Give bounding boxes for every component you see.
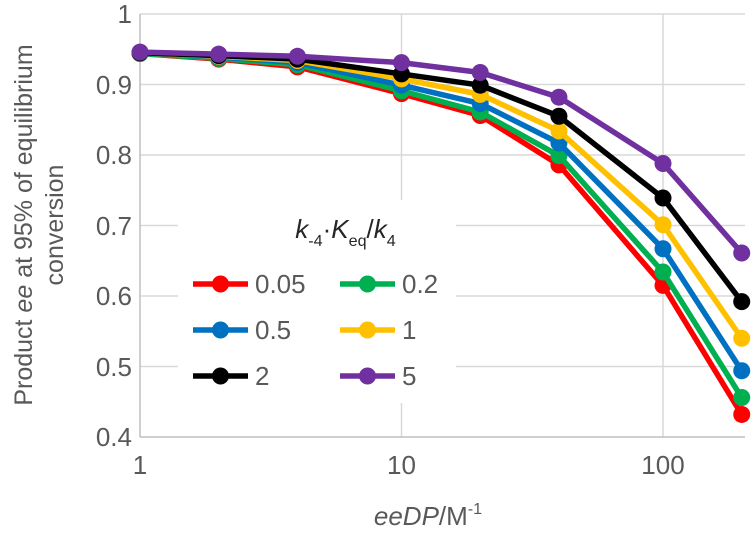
legend-title-part: K <box>331 214 349 244</box>
x-tick-label-10: 10 <box>387 450 416 480</box>
series-marker-1 <box>733 329 751 347</box>
series-marker-5 <box>131 43 149 61</box>
series-marker-2 <box>471 76 489 94</box>
y-tick-label-0.5: 0.5 <box>95 351 132 382</box>
legend: k-4·Keq/k4 0.05 0.2 0.5 1 2 5 <box>178 200 456 404</box>
legend-title-part: / <box>366 214 374 244</box>
legend-label: 1 <box>402 315 417 346</box>
legend-item-0.2: 0.2 <box>340 261 456 307</box>
series-marker-0.5 <box>654 240 672 258</box>
series-marker-0.2 <box>550 147 568 165</box>
legend-marker-icon <box>193 367 248 385</box>
legend-title-part: k <box>295 214 309 244</box>
y-tick-label-1: 1 <box>117 0 132 29</box>
series-marker-2 <box>733 293 751 311</box>
series-marker-2 <box>654 189 672 207</box>
legend-title-part: eq <box>348 232 367 251</box>
y-axis-title: Product ee at 95% of equilibrium conversi… <box>9 10 71 440</box>
series-marker-1 <box>550 122 568 140</box>
legend-item-0.05: 0.05 <box>193 261 340 307</box>
legend-item-1: 1 <box>340 307 456 353</box>
series-line-5 <box>137 49 745 256</box>
legend-label: 5 <box>402 361 417 392</box>
legend-label: 2 <box>255 361 270 392</box>
legend-item-5: 5 <box>340 353 456 399</box>
legend-title: k-4·Keq/k4 <box>193 214 456 251</box>
legend-item-0.5: 0.5 <box>193 307 340 353</box>
series-marker-0.2 <box>733 389 751 407</box>
series-marker-0.05 <box>733 405 751 423</box>
series-marker-1 <box>654 216 672 234</box>
series-marker-5 <box>733 244 751 262</box>
legend-marker-icon <box>193 321 248 339</box>
legend-marker-icon <box>340 321 395 339</box>
series-marker-5 <box>393 54 410 72</box>
x-axis-title: eeDP/M-1 <box>373 500 483 531</box>
series-marker-5 <box>654 154 672 172</box>
x-tick-label-100: 100 <box>641 450 685 480</box>
legend-label: 0.05 <box>255 269 306 300</box>
legend-title-part: · <box>322 214 332 244</box>
legend-label: 0.5 <box>255 315 292 346</box>
series-marker-5 <box>210 45 228 63</box>
y-tick-label-0.4: 0.4 <box>95 422 132 452</box>
legend-title-part: k <box>373 214 387 244</box>
x-tick-label-1: 1 <box>132 450 148 480</box>
series-marker-0.5 <box>550 134 568 152</box>
legend-item-2: 2 <box>193 353 340 399</box>
y-axis-title-line1: Product ee at 95% of equilibrium <box>10 44 38 406</box>
legend-marker-icon <box>340 367 395 385</box>
series-marker-5 <box>288 47 306 65</box>
legend-marker-icon <box>340 275 395 293</box>
y-tick-label-0.6: 0.6 <box>95 281 132 311</box>
legend-marker-icon <box>193 275 248 293</box>
legend-items: 0.05 0.2 0.5 1 2 5 <box>193 261 456 399</box>
y-tick-label-0.9: 0.9 <box>95 69 132 100</box>
series-marker-0.2 <box>654 263 672 281</box>
legend-title-part: 4 <box>386 232 396 251</box>
legend-title-part: -4 <box>308 232 323 251</box>
series-marker-2 <box>550 107 568 125</box>
y-axis-title-line2: conversion <box>40 164 69 286</box>
series-marker-5 <box>550 88 568 106</box>
series-marker-5 <box>471 64 489 82</box>
y-tick-label-0.8: 0.8 <box>95 140 132 170</box>
legend-label: 0.2 <box>402 269 439 300</box>
y-tick-label-0.7: 0.7 <box>95 210 132 241</box>
series-marker-0.5 <box>733 362 751 380</box>
